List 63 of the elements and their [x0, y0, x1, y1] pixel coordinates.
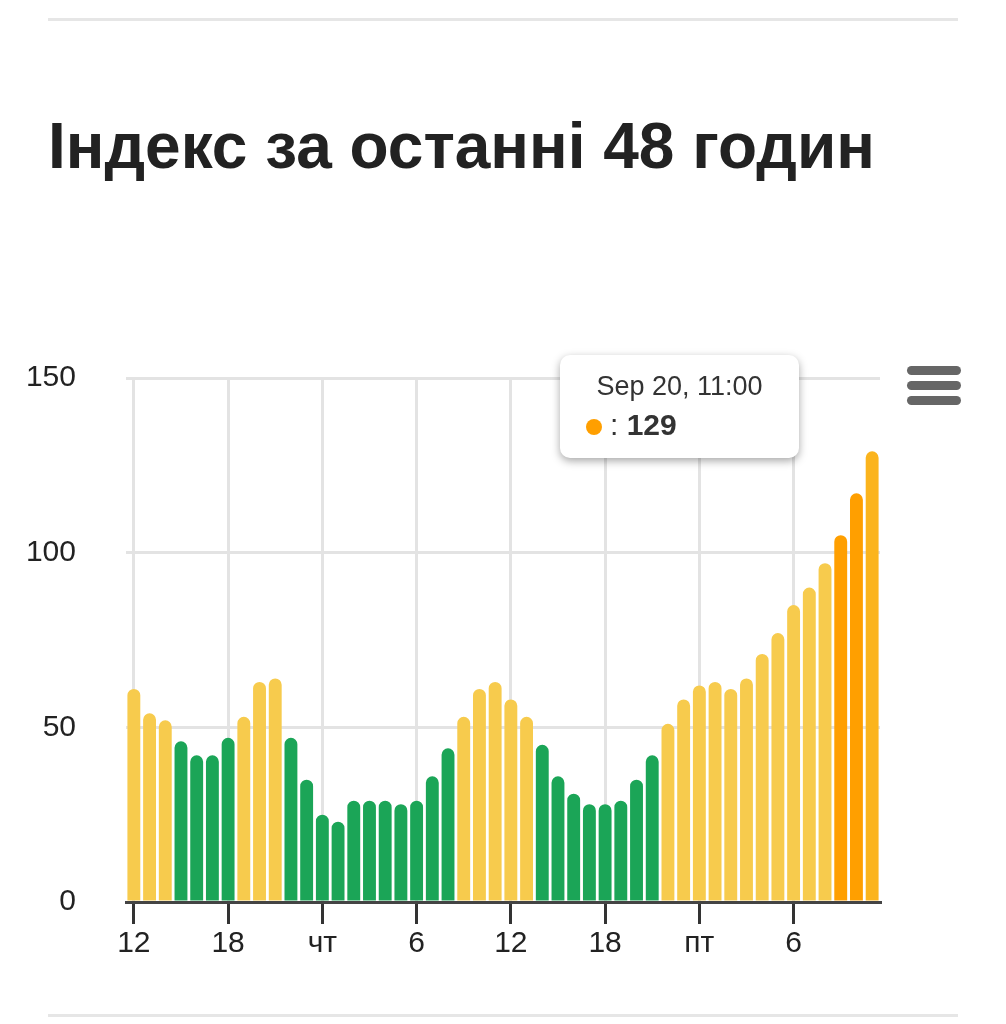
bar: [488, 681, 502, 901]
x-tick-label: пт: [684, 925, 715, 959]
bar: [771, 633, 785, 901]
bar: [818, 563, 832, 901]
annotation: : 129: [610, 408, 677, 441]
bar: [237, 716, 251, 901]
bar: [787, 605, 801, 901]
bar: [441, 748, 455, 901]
bar: [425, 776, 439, 901]
bar: [567, 793, 581, 901]
bar: [410, 800, 424, 901]
x-tick-label: чт: [307, 925, 338, 959]
y-tick-label: 150: [25, 359, 76, 393]
bar: [802, 587, 816, 901]
bar: [268, 678, 282, 901]
bar: [300, 779, 314, 901]
bar: [645, 755, 659, 901]
bar: [535, 744, 549, 901]
bar: [551, 776, 565, 901]
bar: [708, 681, 722, 901]
x-tick-label: 6: [785, 925, 802, 959]
bar: [598, 804, 612, 901]
bar: [315, 814, 329, 901]
bar: [347, 800, 361, 901]
bar: [174, 741, 188, 901]
bar: [865, 451, 879, 901]
bar: [363, 800, 376, 901]
bar: [253, 681, 266, 901]
bar: [190, 755, 204, 901]
bar: [834, 535, 848, 901]
bar: [740, 678, 753, 901]
bar: [473, 688, 486, 901]
bar: [630, 779, 643, 901]
x-tick-label: 12: [494, 925, 528, 959]
bar: [677, 699, 691, 901]
bar: [394, 804, 408, 901]
bar: [221, 737, 235, 901]
bar: [127, 688, 141, 901]
bar: [582, 804, 596, 901]
x-tick-label: 12: [117, 925, 151, 959]
bar: [850, 493, 863, 901]
bar: [457, 716, 471, 901]
bar: [724, 688, 738, 901]
bar: [143, 713, 156, 901]
x-tick-label: 18: [588, 925, 622, 959]
y-tick-label: 50: [42, 708, 76, 742]
bar: [504, 699, 518, 901]
bar: [158, 720, 172, 901]
x-tick-label: 18: [211, 925, 245, 959]
y-tick-label: 100: [25, 533, 76, 567]
annotation: Sep 20, 11:00: [595, 371, 764, 402]
bar: [284, 737, 298, 901]
bar: [614, 800, 628, 901]
bar: [692, 685, 706, 901]
bar: [378, 800, 392, 901]
bar: [661, 723, 675, 901]
x-tick-label: 6: [408, 925, 425, 959]
y-tick-label: 0: [59, 883, 76, 917]
bar: [331, 821, 345, 901]
bar: [755, 653, 769, 901]
chart-title: Індекс за останні 48 годин: [48, 109, 876, 184]
bar: [520, 716, 533, 901]
bar: [205, 755, 219, 901]
